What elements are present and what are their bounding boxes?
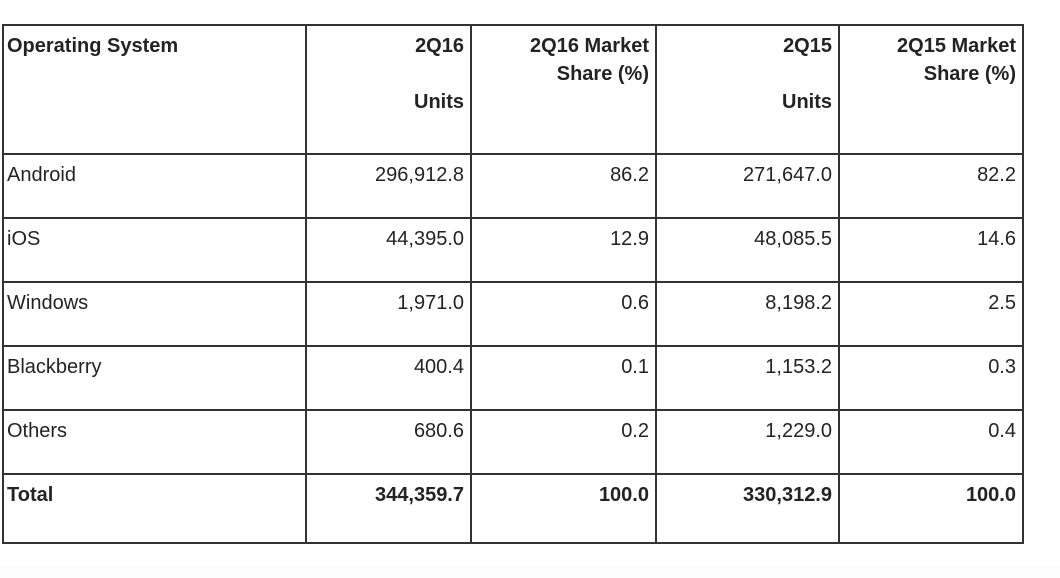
os-market-share-table: Operating System 2Q16 Units 2Q16 Market … bbox=[2, 24, 1024, 544]
table-row-android: Android 296,912.8 86.2 271,647.0 82.2 bbox=[2, 153, 1024, 219]
header-2q16-units: 2Q16 Units bbox=[305, 24, 472, 155]
cell-2q15-share: 0.4 bbox=[838, 409, 1024, 475]
cell-os: Windows bbox=[2, 281, 307, 347]
cell-total-2q15-units: 330,312.9 bbox=[655, 473, 840, 544]
bottom-edge-strip bbox=[0, 566, 1060, 578]
table-row-ios: iOS 44,395.0 12.9 48,085.5 14.6 bbox=[2, 217, 1024, 283]
cell-2q15-units: 1,229.0 bbox=[655, 409, 840, 475]
cell-2q16-units: 680.6 bbox=[305, 409, 472, 475]
cell-2q16-share: 12.9 bbox=[470, 217, 657, 283]
cell-2q16-share: 86.2 bbox=[470, 153, 657, 219]
cell-2q16-units: 1,971.0 bbox=[305, 281, 472, 347]
cell-2q15-units: 8,198.2 bbox=[655, 281, 840, 347]
cell-total-2q15-share: 100.0 bbox=[838, 473, 1024, 544]
cell-2q15-units: 1,153.2 bbox=[655, 345, 840, 411]
cell-total-label: Total bbox=[2, 473, 307, 544]
cell-total-2q16-share: 100.0 bbox=[470, 473, 657, 544]
table-row-windows: Windows 1,971.0 0.6 8,198.2 2.5 bbox=[2, 281, 1024, 347]
cell-2q15-share: 0.3 bbox=[838, 345, 1024, 411]
table-row-total: Total 344,359.7 100.0 330,312.9 100.0 bbox=[2, 473, 1024, 544]
header-2q16-share: 2Q16 Market Share (%) bbox=[470, 24, 657, 155]
cell-2q15-share: 82.2 bbox=[838, 153, 1024, 219]
cell-2q16-share: 0.1 bbox=[470, 345, 657, 411]
cell-2q16-units: 400.4 bbox=[305, 345, 472, 411]
cell-2q16-units: 44,395.0 bbox=[305, 217, 472, 283]
cell-os: Android bbox=[2, 153, 307, 219]
cell-os: Others bbox=[2, 409, 307, 475]
cell-2q15-units: 48,085.5 bbox=[655, 217, 840, 283]
header-operating-system: Operating System bbox=[2, 24, 307, 155]
cell-2q16-share: 0.2 bbox=[470, 409, 657, 475]
table-row-blackberry: Blackberry 400.4 0.1 1,153.2 0.3 bbox=[2, 345, 1024, 411]
cell-2q15-share: 14.6 bbox=[838, 217, 1024, 283]
table-row-others: Others 680.6 0.2 1,229.0 0.4 bbox=[2, 409, 1024, 475]
cell-2q15-units: 271,647.0 bbox=[655, 153, 840, 219]
header-2q15-units: 2Q15 Units bbox=[655, 24, 840, 155]
cell-os: iOS bbox=[2, 217, 307, 283]
cell-2q15-share: 2.5 bbox=[838, 281, 1024, 347]
cell-os: Blackberry bbox=[2, 345, 307, 411]
header-2q15-share: 2Q15 Market Share (%) bbox=[838, 24, 1024, 155]
cell-2q16-units: 296,912.8 bbox=[305, 153, 472, 219]
table-header-row: Operating System 2Q16 Units 2Q16 Market … bbox=[2, 24, 1024, 155]
cell-2q16-share: 0.6 bbox=[470, 281, 657, 347]
cell-total-2q16-units: 344,359.7 bbox=[305, 473, 472, 544]
